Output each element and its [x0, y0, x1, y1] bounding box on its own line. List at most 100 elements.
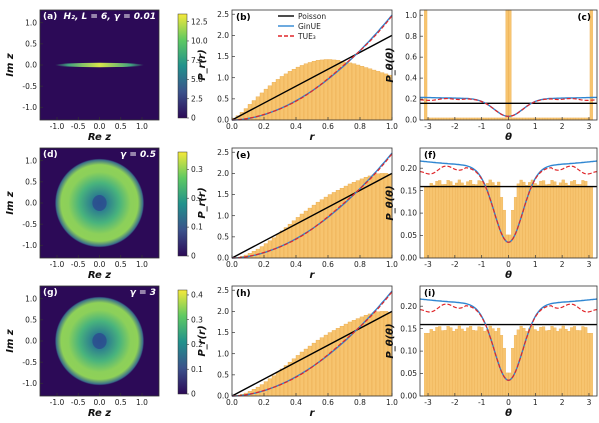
histogram-bar	[542, 326, 546, 397]
panel-annotation: γ = 0.5	[120, 150, 156, 160]
heatmap-ylabel: Im z	[5, 191, 16, 215]
angular-ytick-label: 0.20	[400, 164, 417, 173]
angular-xtick-label: -3	[424, 398, 432, 407]
heatmap-center-hole	[92, 333, 107, 349]
radial-ylabel: P_r(r)	[197, 187, 208, 218]
histogram-bar	[522, 327, 526, 397]
radial-xtick-label: 0.8	[354, 122, 366, 131]
histogram-bar	[331, 330, 337, 397]
histogram-bar	[556, 331, 560, 397]
histogram-bar	[477, 180, 481, 259]
angular-ytick-label: 1.0	[405, 11, 417, 20]
histogram-bar	[371, 174, 377, 259]
histogram-bar	[327, 194, 333, 259]
radial-xtick-label: 0.8	[354, 398, 366, 407]
heatmap-ytick-label: 0.5	[25, 177, 37, 186]
heatmap-ytick-label: 0.0	[25, 61, 37, 70]
histogram-bar	[567, 331, 571, 397]
radial-ytick-label: 1.5	[217, 328, 229, 337]
histogram-bar	[363, 67, 369, 121]
angular-xtick-label: 0	[506, 260, 511, 269]
histogram-bar	[586, 186, 591, 259]
poisson-line	[231, 34, 393, 121]
angular-ytick-label: 0.0	[405, 116, 417, 125]
radial-xtick-label: 0.4	[290, 260, 302, 269]
histogram-bar	[471, 330, 475, 397]
panel-annotation: H₂, L = 6, γ = 0.01	[63, 12, 156, 22]
radial-xlabel: r	[310, 132, 316, 143]
tue3-curve	[231, 15, 393, 121]
tue3-curve	[419, 303, 598, 381]
histogram-bar	[533, 183, 537, 259]
heatmap-ytick-label: 0.5	[25, 39, 37, 48]
radial-xtick-label: 0.0	[226, 398, 238, 407]
histogram-bar	[463, 185, 467, 259]
histogram-bar	[319, 199, 325, 259]
colorbar	[177, 13, 188, 119]
radial-frame	[231, 285, 393, 397]
panel-g: -1.0 -0.5 0.0 0.5 1.0 -1.0 -0.5 0.0 0.5 1.0 Re z Im…	[5, 285, 203, 419]
tue3-curve	[231, 291, 393, 397]
histogram-bar	[564, 328, 568, 397]
histogram-bar	[480, 327, 484, 397]
angular-xlabel: θ	[505, 270, 512, 281]
histogram-bar	[263, 243, 269, 259]
histogram-bar	[323, 334, 329, 397]
radial-xtick-label: 0.8	[354, 260, 366, 269]
angular-xtick-label: -2	[451, 398, 459, 407]
histogram-bar	[267, 378, 273, 397]
panel-h: 0.0 0.2 0.4 0.6 0.8 1.0 0.0 0.5 1.0 1.5 2.0 2.5 r P_r…	[197, 285, 398, 419]
colorbar-tick-label: 7.5	[191, 56, 203, 65]
panel-e: 0.0 0.2 0.4 0.6 0.8 1.0 0.0 0.5 1.0 1.5 2.0 2.5 r P_r…	[197, 147, 398, 281]
histogram-bar	[536, 330, 540, 397]
histogram-bar	[443, 330, 447, 397]
histogram-bar	[474, 184, 478, 259]
radial-xtick-label: 0.6	[322, 260, 334, 269]
histogram-bar	[542, 180, 546, 259]
panel-label: (i)	[424, 289, 435, 299]
radial-ytick-label: 1.5	[217, 190, 229, 199]
colorbar-tick-label: 10.0	[191, 37, 208, 46]
radial-ytick-label: 0.5	[217, 94, 229, 103]
histogram-bar	[299, 65, 305, 121]
histogram-bar	[530, 325, 534, 397]
heatmap-ytick-label: 0.5	[25, 315, 37, 324]
heatmap-xtick-label: 0.5	[115, 122, 127, 131]
histogram-bar	[589, 332, 593, 397]
colorbar-tick-label: 5.0	[191, 75, 203, 84]
histogram-bar	[295, 66, 301, 121]
radial-ytick-label: 0.0	[217, 392, 229, 401]
heatmap-xtick-label: 0.0	[94, 398, 106, 407]
radial-ytick-label: 2.0	[217, 307, 229, 316]
histogram-bar	[533, 329, 537, 397]
heatmap-xtick-label: 0.5	[115, 398, 127, 407]
panel-b: 0.0 0.2 0.4 0.6 0.8 1.0 0.0 0.5 1.0 1.5 2.0 2.5 r P_r…	[197, 9, 398, 143]
histogram-bar	[513, 335, 518, 397]
histogram-bar	[547, 183, 551, 259]
angular-ylabel: P_θ(θ)	[385, 323, 396, 358]
histogram-bar	[544, 184, 548, 259]
heatmap-xtick-label: -1.0	[50, 260, 65, 269]
histogram-bar	[491, 328, 495, 397]
histogram-bar	[558, 182, 563, 259]
angular-xtick-label: 0	[506, 398, 511, 407]
heatmap-ytick-label: 0.0	[25, 199, 37, 208]
histogram-bar	[494, 331, 498, 397]
histogram-bar	[570, 327, 574, 397]
heatmap-xtick-label: -0.5	[71, 122, 86, 131]
radial-ytick-label: 2.5	[217, 286, 229, 295]
angular-xtick-label: 3	[587, 260, 592, 269]
histogram-bar	[499, 197, 504, 259]
histogram-bar	[271, 82, 277, 121]
histogram-bar	[567, 184, 571, 259]
histogram-bar	[449, 181, 453, 259]
histogram-bar	[283, 73, 289, 121]
histogram-bar	[570, 181, 574, 259]
heatmap-xtick-label: -1.0	[50, 398, 65, 407]
colorbar-tick-label: 0	[191, 390, 196, 399]
radial-ytick-label: 0.5	[217, 370, 229, 379]
heatmap-ytick-label: -0.5	[22, 220, 37, 229]
panel-label: (a)	[43, 12, 57, 22]
colorbar-tick-label: 0.4	[191, 291, 203, 300]
histogram-bar	[435, 327, 439, 397]
